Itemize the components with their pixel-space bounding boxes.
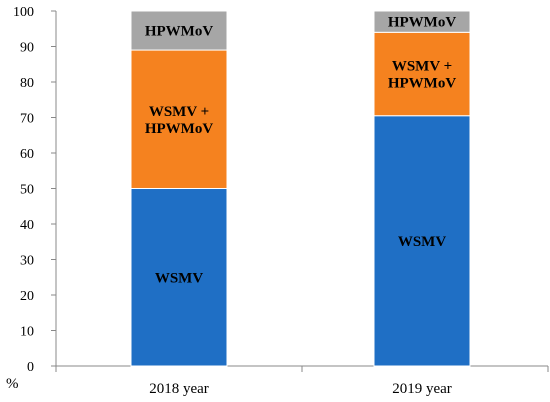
- y-tick-label: 70: [20, 112, 34, 127]
- bar-segment-2-2: [373, 31, 471, 117]
- y-tick-label: 60: [20, 147, 34, 162]
- data-label: HPWMoV: [388, 76, 456, 92]
- bar-segment-1-1: [130, 188, 228, 367]
- y-tick-label: 10: [20, 325, 34, 340]
- x-category-label: 2018 year: [149, 381, 209, 397]
- data-label: WSMV: [398, 234, 447, 250]
- data-label: WSMV +: [149, 104, 209, 120]
- y-tick-label: 50: [20, 183, 34, 198]
- bar-segment-1-2: [130, 49, 228, 189]
- y-tick-label: 20: [20, 289, 34, 304]
- y-tick-label: 90: [20, 41, 34, 56]
- y-tick-label: 80: [20, 76, 34, 91]
- data-label: HPWMoV: [388, 15, 456, 31]
- y-axis-unit-label: %: [6, 376, 19, 392]
- data-label: WSMV: [155, 270, 204, 286]
- bar-segment-1-3: [130, 10, 228, 51]
- y-tick-label: 0: [27, 360, 34, 375]
- y-tick-label: 100: [13, 5, 34, 20]
- y-tick-label: 30: [20, 254, 34, 269]
- bar-segment-2-3: [373, 10, 471, 33]
- data-label: WSMV +: [392, 59, 452, 75]
- data-label: HPWMoV: [145, 121, 213, 137]
- data-label: HPWMoV: [145, 24, 213, 40]
- x-category-label: 2019 year: [392, 381, 452, 397]
- bar-segment-2-1: [373, 115, 471, 367]
- y-tick-label: 40: [20, 218, 34, 233]
